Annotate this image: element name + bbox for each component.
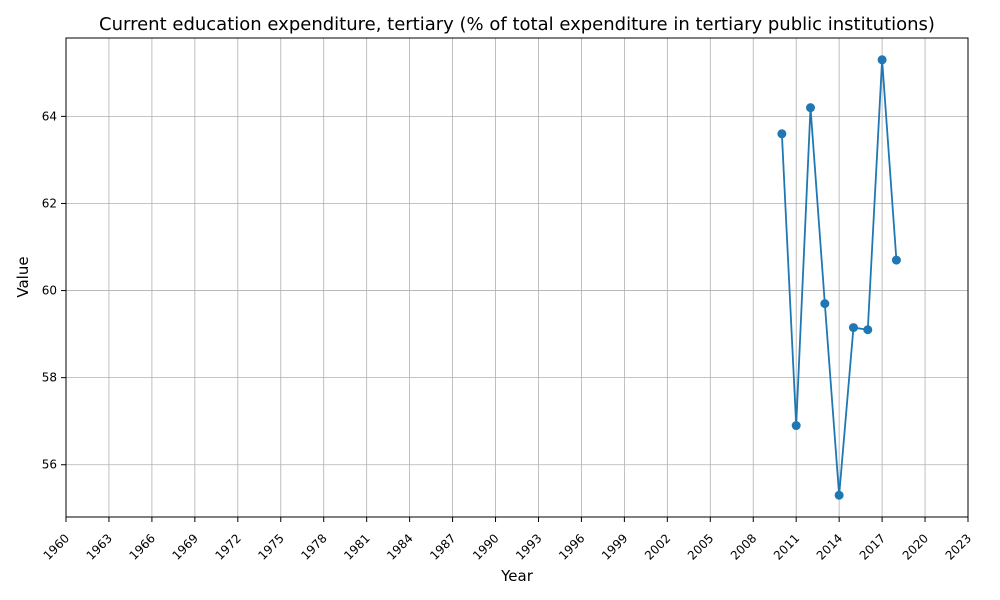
x-tick-label: 1999 <box>599 531 630 562</box>
data-point <box>820 299 830 309</box>
x-tick-label: 1981 <box>341 531 372 562</box>
x-tick-label: 1978 <box>298 531 329 562</box>
x-tick-label: 2011 <box>771 531 802 562</box>
series-layer <box>777 55 901 500</box>
chart-title: Current education expenditure, tertiary … <box>99 14 935 35</box>
x-tick-label: 2020 <box>900 531 931 562</box>
x-tick-label: 1993 <box>513 531 544 562</box>
data-point <box>791 421 801 431</box>
x-tick-label: 2014 <box>814 531 845 562</box>
y-axis: 56 58 60 62 64 <box>42 109 66 472</box>
data-point <box>891 255 901 265</box>
x-axis-label: Year <box>500 567 534 585</box>
y-axis-label: Value <box>14 256 32 297</box>
x-tick-label: 1990 <box>470 531 501 562</box>
x-tick-label: 2008 <box>728 531 759 562</box>
x-tick-label: 2005 <box>685 531 716 562</box>
x-tick-label: 1996 <box>556 531 587 562</box>
y-tick-label: 62 <box>42 196 57 210</box>
x-tick-label: 1969 <box>169 531 200 562</box>
data-point <box>877 55 887 65</box>
y-tick-label: 60 <box>42 284 57 298</box>
x-tick-label: 2023 <box>943 531 974 562</box>
x-tick-label: 1975 <box>255 531 286 562</box>
x-tick-label: 1987 <box>427 531 458 562</box>
x-tick-label: 2017 <box>857 531 888 562</box>
grid <box>65 38 969 517</box>
y-tick-label: 64 <box>42 109 57 123</box>
x-axis: 1960 1963 1966 1969 1972 1975 1978 1981 1984 1987… <box>41 517 974 563</box>
x-tick-label: 1984 <box>384 531 415 562</box>
data-point <box>806 103 816 113</box>
y-tick-label: 56 <box>42 458 57 472</box>
x-tick-label: 2002 <box>642 531 673 562</box>
x-tick-label: 1963 <box>84 531 115 562</box>
plot-frame <box>65 37 969 518</box>
x-tick-label: 1966 <box>127 531 158 562</box>
y-tick-label: 58 <box>42 371 57 385</box>
x-tick-label: 1972 <box>212 531 243 562</box>
data-point <box>777 129 787 139</box>
x-tick-label: 1960 <box>41 531 72 562</box>
data-point <box>834 490 844 500</box>
data-point <box>848 323 858 333</box>
data-point <box>863 325 873 335</box>
